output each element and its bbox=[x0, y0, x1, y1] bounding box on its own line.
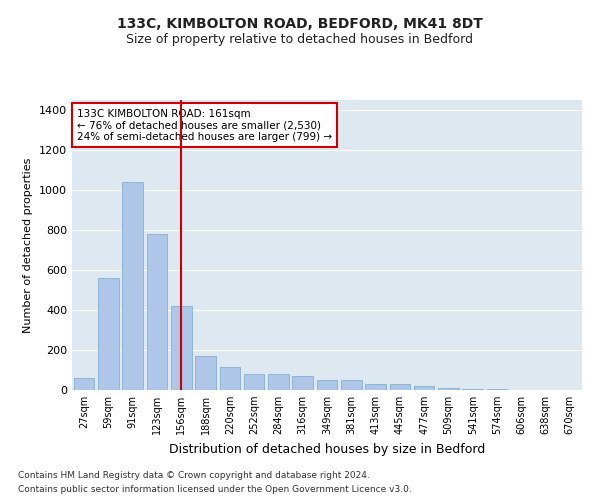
Text: Size of property relative to detached houses in Bedford: Size of property relative to detached ho… bbox=[127, 32, 473, 46]
X-axis label: Distribution of detached houses by size in Bedford: Distribution of detached houses by size … bbox=[169, 442, 485, 456]
Bar bbox=[244, 374, 265, 390]
Bar bbox=[171, 306, 191, 390]
Bar bbox=[220, 367, 240, 390]
Bar bbox=[487, 389, 508, 390]
Bar bbox=[463, 389, 483, 390]
Bar bbox=[268, 374, 289, 390]
Bar bbox=[146, 234, 167, 390]
Y-axis label: Number of detached properties: Number of detached properties bbox=[23, 158, 34, 332]
Bar bbox=[292, 376, 313, 390]
Bar bbox=[341, 380, 362, 390]
Bar bbox=[389, 384, 410, 390]
Bar bbox=[414, 386, 434, 390]
Bar bbox=[195, 356, 216, 390]
Bar bbox=[98, 278, 119, 390]
Bar bbox=[122, 182, 143, 390]
Text: 133C, KIMBOLTON ROAD, BEDFORD, MK41 8DT: 133C, KIMBOLTON ROAD, BEDFORD, MK41 8DT bbox=[117, 18, 483, 32]
Bar bbox=[438, 388, 459, 390]
Text: Contains HM Land Registry data © Crown copyright and database right 2024.: Contains HM Land Registry data © Crown c… bbox=[18, 470, 370, 480]
Text: Contains public sector information licensed under the Open Government Licence v3: Contains public sector information licen… bbox=[18, 486, 412, 494]
Bar bbox=[365, 384, 386, 390]
Bar bbox=[317, 380, 337, 390]
Bar bbox=[74, 378, 94, 390]
Text: 133C KIMBOLTON ROAD: 161sqm
← 76% of detached houses are smaller (2,530)
24% of : 133C KIMBOLTON ROAD: 161sqm ← 76% of det… bbox=[77, 108, 332, 142]
